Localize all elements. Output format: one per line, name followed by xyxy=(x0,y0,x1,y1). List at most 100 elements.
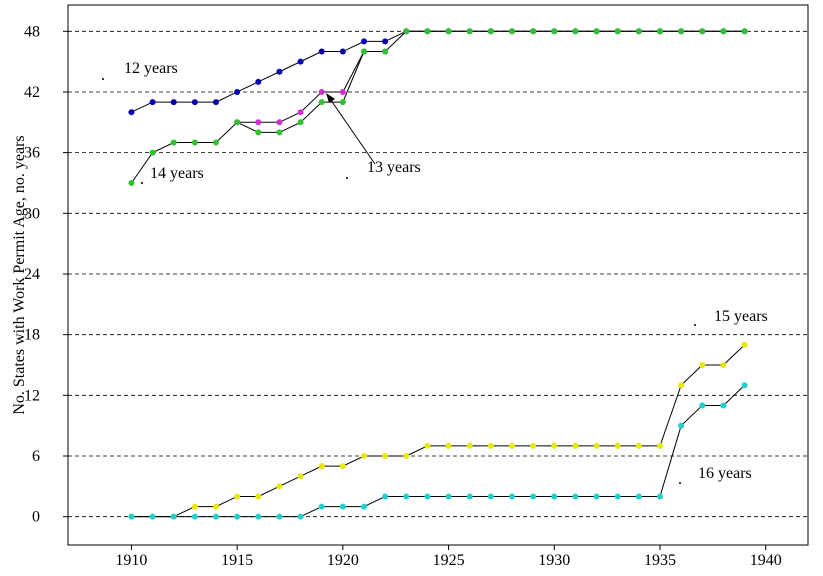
y-tick-label: 48 xyxy=(24,23,40,40)
data-point xyxy=(551,493,558,500)
x-tick-label: 1925 xyxy=(433,552,465,569)
data-point xyxy=(572,442,579,449)
x-tick-label: 1915 xyxy=(221,552,253,569)
x-tick-label: 1930 xyxy=(538,552,570,569)
data-point xyxy=(466,442,473,449)
annotation-dot xyxy=(102,78,104,80)
data-point xyxy=(276,513,283,520)
plot-frame xyxy=(67,4,809,546)
annotation-dot xyxy=(679,482,681,484)
data-point xyxy=(699,362,706,368)
data-point xyxy=(234,119,241,126)
data-point xyxy=(170,139,177,146)
data-point xyxy=(509,28,515,35)
data-point xyxy=(614,493,621,500)
y-tick-label: 24 xyxy=(24,266,40,283)
data-point xyxy=(424,442,431,449)
data-point xyxy=(361,453,367,460)
data-point xyxy=(699,28,706,35)
data-point xyxy=(572,28,579,35)
series-line xyxy=(131,384,745,518)
y-axis-label: No. States with Work Permit Age, no. yea… xyxy=(11,135,28,414)
data-point xyxy=(339,48,346,55)
series-label: 16 years xyxy=(698,465,752,482)
x-tick-label: 1920 xyxy=(327,552,359,569)
data-point xyxy=(382,493,389,500)
data-point xyxy=(445,28,452,35)
data-point xyxy=(487,493,494,500)
data-point xyxy=(403,28,410,35)
data-point xyxy=(403,493,410,500)
y-tick-label: 6 xyxy=(32,448,40,465)
data-point xyxy=(297,473,304,480)
data-point xyxy=(382,48,389,55)
data-point xyxy=(657,442,663,449)
data-point xyxy=(614,442,621,449)
data-point xyxy=(339,88,346,95)
data-point xyxy=(593,493,600,500)
series-label: 15 years xyxy=(714,308,768,325)
data-point xyxy=(530,493,537,500)
data-point xyxy=(297,109,304,116)
data-point xyxy=(213,99,219,106)
y-tick-label: 18 xyxy=(24,327,40,344)
annotation-arrow xyxy=(327,95,376,165)
y-tick-label: 12 xyxy=(24,387,40,404)
data-point xyxy=(297,58,304,65)
data-point xyxy=(276,129,283,136)
data-point xyxy=(361,38,367,45)
data-point xyxy=(234,493,241,500)
data-point xyxy=(318,48,325,55)
annotation-dot xyxy=(346,177,348,179)
data-point xyxy=(255,513,262,520)
y-tick-label: 42 xyxy=(24,84,40,101)
data-point xyxy=(361,503,367,510)
data-point xyxy=(149,99,156,106)
data-point xyxy=(149,149,156,156)
data-point xyxy=(572,493,579,500)
data-point xyxy=(593,28,600,35)
data-point xyxy=(678,422,685,429)
x-tick-label: 1940 xyxy=(750,552,782,569)
data-point xyxy=(445,493,452,500)
data-point xyxy=(657,493,663,500)
annotation-dot xyxy=(141,182,143,184)
data-point xyxy=(361,48,367,55)
data-point xyxy=(466,493,473,500)
data-point xyxy=(657,28,663,35)
data-point xyxy=(720,28,727,35)
data-point xyxy=(382,38,389,45)
data-point xyxy=(741,341,748,348)
data-point xyxy=(213,503,219,510)
data-point xyxy=(170,513,177,520)
annotation-arrowhead xyxy=(326,93,335,103)
data-point xyxy=(213,139,219,146)
data-point xyxy=(530,442,537,449)
data-point xyxy=(487,442,494,449)
data-point xyxy=(678,28,685,35)
data-point xyxy=(255,129,262,136)
data-point xyxy=(509,442,515,449)
data-point xyxy=(720,362,727,368)
data-point xyxy=(128,109,135,116)
data-point xyxy=(276,68,283,75)
data-point xyxy=(699,402,706,409)
data-point xyxy=(509,493,515,500)
series-label: 12 years xyxy=(124,60,178,77)
data-point xyxy=(424,493,431,500)
data-point xyxy=(255,78,262,85)
data-point xyxy=(276,483,283,490)
data-point xyxy=(318,88,325,95)
data-point xyxy=(318,503,325,510)
x-tick-label: 1910 xyxy=(115,552,147,569)
data-point xyxy=(318,99,325,106)
data-point xyxy=(466,28,473,35)
data-point xyxy=(487,28,494,35)
data-point xyxy=(234,88,241,95)
y-tick-label: 0 xyxy=(32,509,40,526)
data-point xyxy=(635,442,642,449)
annotation-dot xyxy=(694,324,696,326)
data-point xyxy=(255,493,262,500)
data-point xyxy=(424,28,431,35)
